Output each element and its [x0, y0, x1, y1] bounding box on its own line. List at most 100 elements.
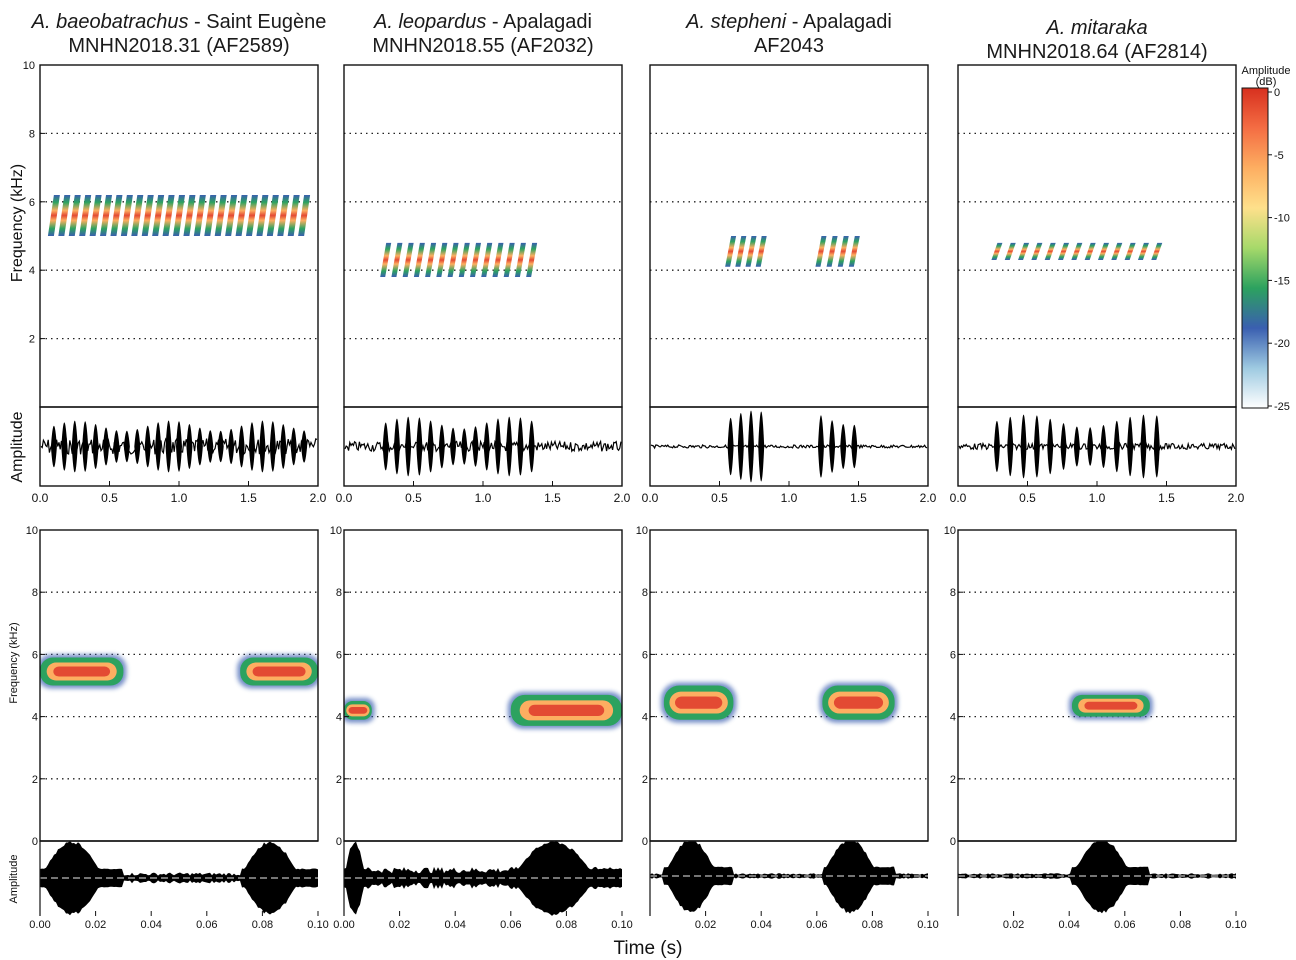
- x-tick-label: 0.02: [1003, 919, 1024, 931]
- waveform-layer: [344, 841, 622, 916]
- pulse-mark: [514, 242, 526, 278]
- y-tick-label: 8: [32, 587, 38, 599]
- oscillogram-pulse: [528, 420, 535, 473]
- x-tick-label: 0.0: [336, 491, 353, 505]
- oscillogram-pulse: [248, 422, 255, 471]
- locality: - Saint Eugène: [188, 11, 327, 33]
- panel-title-line1: A. mitaraka: [937, 16, 1257, 40]
- oscillogram-pulse: [1153, 415, 1160, 478]
- x-tick-label: 0.02: [85, 919, 106, 931]
- pulse-mark: [47, 194, 60, 236]
- pulse-mark: [458, 242, 470, 278]
- colorbar-tick-label: -15: [1274, 275, 1290, 287]
- oscillogram-pulse: [727, 417, 734, 476]
- y-tick-label: 10: [330, 525, 342, 537]
- oscillogram-pulse: [472, 426, 479, 467]
- bottom-panel-3: 0 2 4 6 8 10 0.02 0.04 0.06 0.08 0.10: [636, 525, 939, 931]
- oscillogram-pulse: [113, 430, 120, 463]
- y-tick-label: 2: [336, 774, 342, 786]
- pulse-mark: [1058, 242, 1070, 260]
- oscillogram-pulse: [382, 422, 389, 471]
- pulse-mark: [436, 242, 448, 278]
- specimen-id: MNHN2018.64 (AF2814): [986, 41, 1208, 63]
- oscillogram-pulse: [155, 422, 162, 471]
- oscillogram-pulse: [1127, 416, 1134, 477]
- pulse-mark: [380, 242, 392, 278]
- note-layer: [660, 682, 898, 723]
- oscillogram-pulse: [483, 422, 490, 471]
- pulse-mark: [235, 194, 248, 236]
- pulse-mark: [503, 242, 515, 278]
- bottom-panel-2: 0 2 4 6 8 10 0.00 0.02 0.04 0.06 0.08 0.10: [330, 525, 633, 931]
- note-core: [528, 704, 605, 716]
- y-tick-label: 4: [29, 265, 35, 277]
- x-tick-label: 1.5: [1158, 491, 1175, 505]
- y-tick-label: 4: [642, 712, 648, 724]
- pulse-mark: [470, 242, 482, 278]
- x-tick-label: 0.10: [307, 919, 328, 931]
- pulse-mark: [725, 236, 737, 267]
- oscillogram-pulse: [103, 427, 110, 466]
- species-name: A. leopardus: [374, 11, 487, 33]
- panel-title-2: A. leopardus - Apalagadi MNHN2018.55 (AF2…: [323, 10, 643, 58]
- x-tick-label: 0.00: [29, 919, 50, 931]
- pulse-mark: [152, 194, 165, 236]
- pulse-mark: [1097, 242, 1109, 260]
- pulse-mark: [1004, 242, 1016, 260]
- colorbar: 0 -5 -10 -15 -20 -25: [1241, 87, 1290, 413]
- oscillogram-pulse: [1020, 414, 1027, 479]
- x-tick-label: 1.5: [544, 491, 561, 505]
- pulse-mark: [79, 194, 92, 236]
- locality: - Apalagadi: [486, 11, 592, 33]
- panel-title-line1: A. leopardus - Apalagadi: [323, 10, 643, 34]
- y-tick-label: 0: [642, 836, 648, 848]
- pulse-mark: [256, 194, 269, 236]
- specimen-id: MNHN2018.55 (AF2032): [372, 35, 594, 57]
- oscillogram-pulse: [840, 423, 847, 470]
- oscillogram-pulse: [61, 422, 68, 471]
- spectrogram-frame: [957, 529, 1237, 842]
- bottom-panel-4: 0 2 4 6 8 10 0.02 0.04 0.06 0.08 0.10: [944, 525, 1247, 931]
- x-tick-label: 0.5: [405, 491, 422, 505]
- oscillogram-pulse: [134, 428, 141, 465]
- oscillogram-pulse: [1047, 418, 1054, 475]
- y-tick-label: 6: [32, 649, 38, 661]
- bottom-panel-1: 0 2 4 6 8 10 0.00 0.02 0.04 0.06 0.08 0.10: [26, 525, 329, 931]
- panel-title-line1: A. baeobatrachus - Saint Eugène: [19, 10, 339, 34]
- x-tick-label: 0.06: [1114, 919, 1135, 931]
- oscillogram-pulse: [450, 427, 457, 466]
- oscillogram-pulse: [186, 424, 193, 469]
- x-tick-label: 1.5: [240, 491, 257, 505]
- oscillogram-pulse: [301, 430, 308, 463]
- y-tick-label: 2: [32, 774, 38, 786]
- x-tick-label: 0.04: [750, 919, 771, 931]
- x-tick-label: 1.5: [850, 491, 867, 505]
- oscillogram-pulse: [506, 416, 513, 477]
- pulse-mark: [298, 194, 311, 236]
- waveform-layer: [958, 841, 1236, 914]
- oscillogram-pulse: [1140, 414, 1147, 479]
- waveform-envelope: [958, 841, 1236, 914]
- pulse-mark: [745, 236, 757, 267]
- oscillogram-pulse: [228, 428, 235, 465]
- pulse-mark: [1044, 242, 1056, 260]
- colorbar-tick-label: -25: [1274, 401, 1290, 413]
- oscillogram-pulse: [1033, 415, 1040, 478]
- pulse-mark: [735, 236, 747, 267]
- pulse-mark: [481, 242, 493, 278]
- x-tick-label: 0.00: [333, 919, 354, 931]
- oscillogram-pulse: [269, 421, 276, 472]
- note-core: [833, 696, 884, 709]
- oscillogram-pulse: [393, 418, 400, 475]
- pulse-mark: [225, 194, 238, 236]
- colorbar-tick-label: 0: [1274, 87, 1280, 99]
- locality: - Apalagadi: [786, 11, 892, 33]
- pulse-mark: [848, 236, 860, 267]
- pulse-mark: [204, 194, 217, 236]
- pulse-mark: [1084, 242, 1096, 260]
- panel-title-line1: A. stepheni - Apalagadi: [629, 10, 949, 34]
- note-core: [252, 666, 306, 677]
- pulse-mark: [100, 194, 113, 236]
- pulse-mark: [1111, 242, 1123, 260]
